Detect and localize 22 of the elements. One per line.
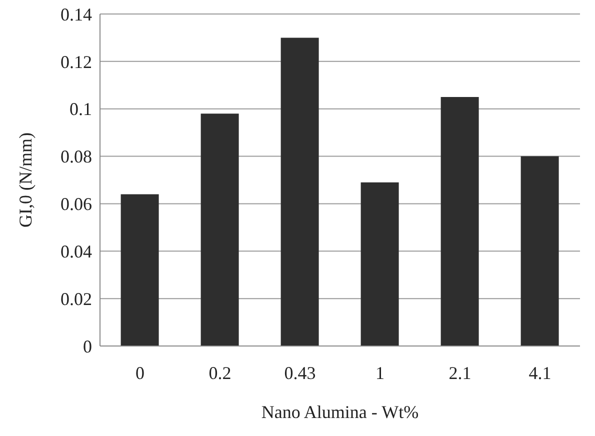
x-tick-label: 0 [136, 362, 144, 383]
bar [200, 114, 239, 346]
bar [280, 38, 319, 346]
y-tick-label: 0.14 [60, 4, 92, 24]
y-tick-label: 0.12 [60, 52, 92, 72]
bar [520, 156, 559, 346]
y-axis-title: GI,0 (N/mm) [15, 132, 36, 228]
x-axis-title: Nano Alumina - Wt% [261, 402, 419, 422]
x-tick-label: 0.2 [208, 362, 232, 383]
y-tick-label: 0.02 [60, 288, 92, 309]
x-tick-label: 1 [376, 362, 384, 383]
y-tick-label: 0 [83, 336, 92, 356]
x-tick-label: 4.1 [528, 362, 552, 383]
bar [120, 194, 159, 346]
x-tick-label: 2.1 [448, 362, 472, 383]
y-tick-label: 0.06 [60, 194, 92, 214]
y-tick-label: 0.04 [60, 242, 92, 262]
bar [360, 182, 399, 346]
y-tick-label: 0.08 [60, 146, 92, 167]
bar [440, 97, 479, 346]
x-tick-label: 0.43 [284, 362, 316, 383]
y-tick-label: 0.1 [70, 99, 92, 120]
